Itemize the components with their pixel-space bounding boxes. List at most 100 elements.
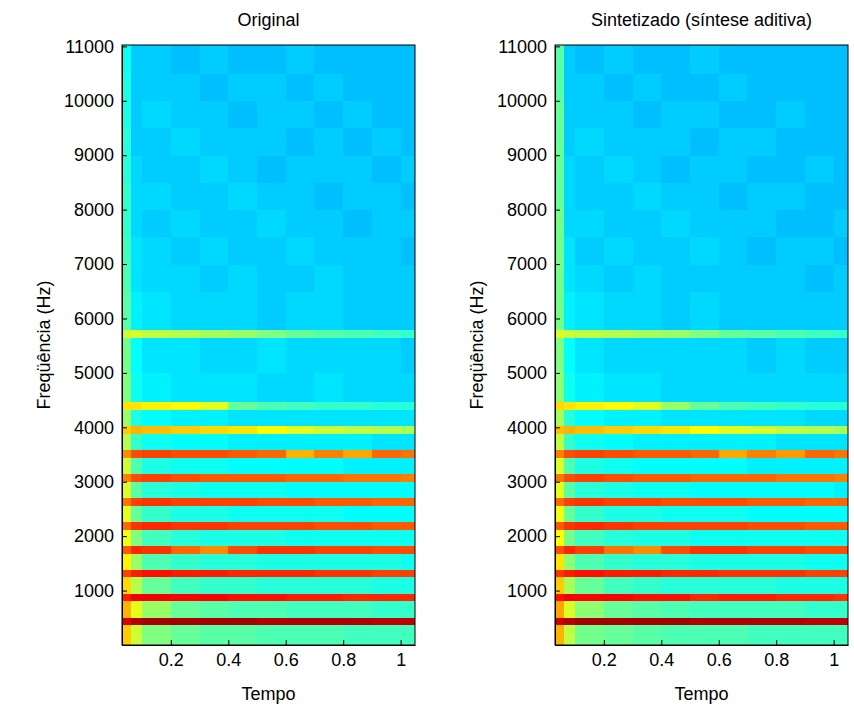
heatmap-cell [719,474,748,482]
heatmap-cell [776,474,805,482]
heatmap-cell [401,481,415,498]
panel: 0.20.40.60.81100020003000400050006000700… [34,10,416,704]
heatmap-cell [564,101,576,129]
heatmap-cell [200,291,229,330]
heatmap-cell [661,529,690,546]
heatmap-cell [564,264,576,292]
x-tick: 1 [396,640,406,670]
heatmap-cell [690,553,719,570]
heatmap-cell [286,291,315,330]
heatmap-cell [690,474,719,482]
heatmap-cell [690,521,719,529]
heatmap-cell [372,426,401,434]
heatmap-cell [575,402,604,410]
heatmap-cell [564,155,576,183]
heatmap-cell [142,521,171,529]
heatmap-cell [555,155,564,183]
heatmap-cell [633,402,662,410]
heatmap-cell [604,291,633,330]
heatmap-cell [122,182,131,210]
heatmap-cell [372,505,401,522]
heatmap-cell [719,338,748,374]
heatmap-cell [690,182,719,210]
heatmap-cell [200,481,229,498]
y-tick-mark [122,536,127,537]
heatmap-cell [719,617,748,625]
x-tick: 0.6 [707,640,732,670]
heatmap-cell [372,521,401,529]
heatmap-cell [228,237,257,265]
heatmap-cell [604,617,633,625]
heatmap-cell [401,330,415,338]
heatmap-cell [372,617,401,625]
heatmap-cell [401,457,415,474]
x-tick-label: 1 [396,650,406,670]
heatmap-cell [343,553,372,570]
heatmap-cell [286,617,315,625]
heatmap-cell [633,330,662,338]
heatmap-cell [690,457,719,474]
heatmap-cell [228,529,257,546]
heatmap-cell [555,330,564,338]
heatmap-cell [776,74,805,102]
heatmap-cell [228,338,257,374]
heatmap-cell [633,45,662,74]
heatmap-cell [690,593,719,601]
heatmap-cell [142,481,171,498]
heatmap-cell [776,155,805,183]
y-tick: 3000 [74,472,127,492]
y-axis-line [122,46,123,646]
heatmap-cell [200,529,229,546]
heatmap-cell [661,505,690,522]
heatmap-cell [257,505,286,522]
heatmap-cell [142,291,171,330]
heatmap-cell [604,155,633,183]
heatmap-cell [690,101,719,129]
heatmap-cell [661,74,690,102]
x-tick: 0.6 [274,640,299,670]
y-tick-label: 6000 [74,309,114,329]
heatmap-cell [343,625,372,645]
x-axis-title: Tempo [674,684,728,704]
heatmap-cell [257,45,286,74]
heatmap-cell [633,553,662,570]
heatmap-cell [604,577,633,594]
heatmap-cell [776,529,805,546]
heatmap-cell [122,237,131,265]
y-tick: 7000 [507,254,560,274]
heatmap-cell [834,402,848,410]
heatmap-cell [661,474,690,482]
heatmap-cell [131,338,143,374]
heatmap-cell [834,569,848,577]
heatmap-cell [834,593,848,601]
heatmap-cell [661,450,690,458]
heatmap-cell [690,433,719,450]
heatmap-cell [286,101,315,129]
y-tick-mark [122,373,127,374]
heatmap-cell [690,155,719,183]
heatmap-cell [747,264,776,292]
y-tick: 9000 [74,145,127,165]
heatmap-cell [171,182,200,210]
heatmap-cell [171,450,200,458]
y-tick-label: 4000 [74,418,114,438]
y-tick-mark [555,101,560,102]
heatmap-cell [834,101,848,129]
heatmap-cell [575,101,604,129]
heatmap-cell [633,577,662,594]
heatmap-cell [747,128,776,156]
heatmap-cell [372,569,401,577]
heatmap-cell [314,625,343,645]
heatmap-cell [314,521,343,529]
heatmap-cell [286,593,315,601]
heatmap-cell [122,101,131,129]
y-tick-label: 7000 [74,254,114,274]
heatmap-cell [401,593,415,601]
heatmap-cell [604,521,633,529]
heatmap-cell [690,498,719,506]
heatmap-cell [633,182,662,210]
heatmap-cell [805,529,834,546]
x-axis: 0.20.40.60.81 [123,640,416,670]
heatmap-cell [776,182,805,210]
heatmap-cell [661,338,690,374]
